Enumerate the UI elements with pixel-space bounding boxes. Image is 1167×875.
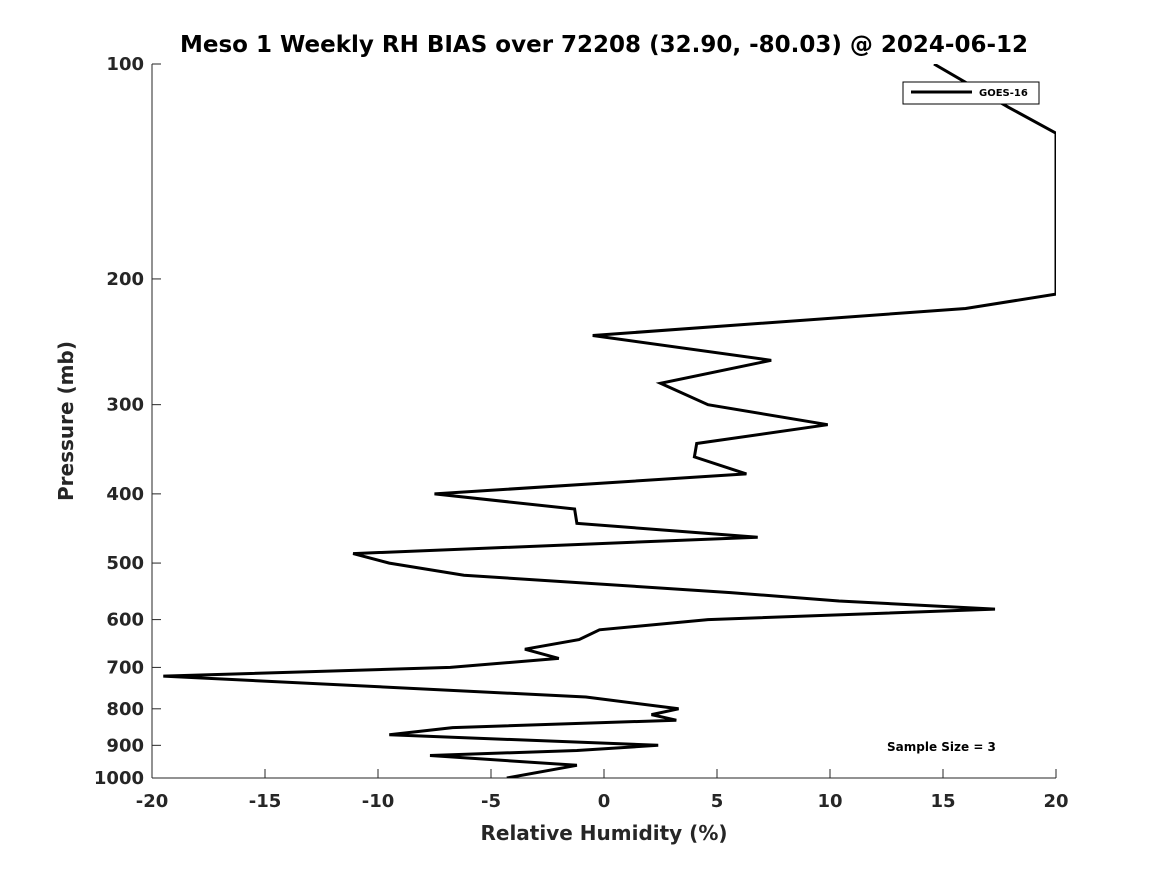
y-tick-label: 300 xyxy=(106,395,144,416)
x-tick-label: -20 xyxy=(136,791,169,812)
legend-label-goes-16: GOES-16 xyxy=(979,88,1028,99)
x-tick-label: 10 xyxy=(817,791,842,812)
x-tick-label: -15 xyxy=(249,791,282,812)
x-tick-label: 15 xyxy=(930,791,955,812)
y-axis-ticks: 100 200 300 400 500 600 700 800 900 1000 xyxy=(94,54,161,789)
sample-size-annotation: Sample Size = 3 xyxy=(887,740,996,754)
x-tick-label: 20 xyxy=(1043,791,1068,812)
x-tick-label: -10 xyxy=(362,791,395,812)
y-tick-label: 400 xyxy=(106,484,144,505)
legend: GOES-16 xyxy=(902,81,1040,105)
x-axis-ticks: -20 -15 -10 -5 0 5 10 15 20 xyxy=(136,769,1069,812)
series-line-goes-16 xyxy=(163,64,1056,778)
y-tick-label: 600 xyxy=(106,610,144,631)
y-tick-label: 900 xyxy=(106,735,144,756)
x-axis-label: Relative Humidity (%) xyxy=(480,821,727,845)
y-tick-label: 500 xyxy=(106,553,144,574)
y-tick-label: 800 xyxy=(106,699,144,720)
y-tick-label: 100 xyxy=(106,54,144,75)
y-tick-label: 200 xyxy=(106,269,144,290)
x-tick-label: -5 xyxy=(481,791,501,812)
x-tick-label: 5 xyxy=(711,791,724,812)
y-tick-label: 700 xyxy=(106,657,144,678)
chart-title: Meso 1 Weekly RH BIAS over 72208 (32.90,… xyxy=(180,32,1028,58)
x-tick-label: 0 xyxy=(598,791,611,812)
y-axis-label: Pressure (mb) xyxy=(54,341,78,501)
y-tick-label: 1000 xyxy=(94,768,144,789)
